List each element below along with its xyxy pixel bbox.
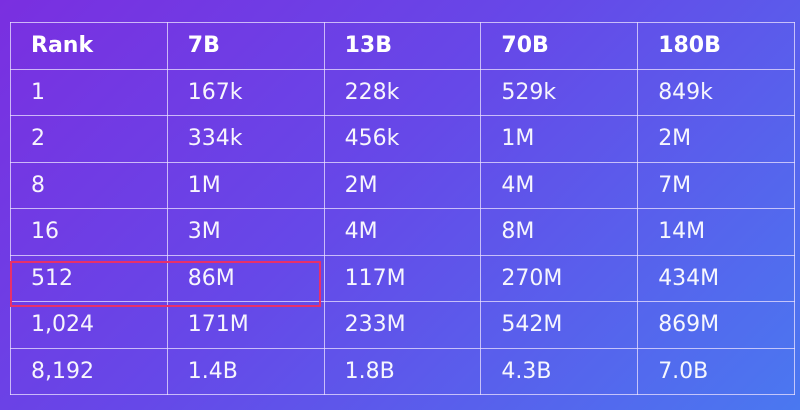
table-row: 16 3M 4M 8M 14M [10,208,795,256]
header-cell: 70B [480,22,639,70]
table-cell: 171M [166,301,325,349]
table-cell: 1,024 [10,301,168,349]
header-cell: Rank [10,22,168,70]
table-cell: 4.3B [480,347,639,395]
table-cell: 86M [166,254,325,302]
table-cell: 233M [323,301,482,349]
table-cell: 512 [10,254,168,302]
table-cell: 16 [10,208,168,256]
table-cell: 4M [480,161,639,209]
header-cell: 7B [166,22,325,70]
table-cell: 2M [323,161,482,209]
table-cell: 14M [637,208,795,256]
table-cell: 8,192 [10,347,168,395]
table-row: 1 167k 228k 529k 849k [10,68,795,116]
table-cell: 270M [480,254,639,302]
table-cell: 2M [637,115,795,163]
table-cell: 1M [166,161,325,209]
table-cell: 542M [480,301,639,349]
table-cell: 8M [480,208,639,256]
table-cell: 2 [10,115,168,163]
table-row: 1,024 171M 233M 542M 869M [10,301,795,349]
table-cell: 434M [637,254,795,302]
table-cell: 456k [323,115,482,163]
table-cell: 1M [480,115,639,163]
table-cell: 167k [166,68,325,116]
table-cell: 334k [166,115,325,163]
table-row: 8,192 1.4B 1.8B 4.3B 7.0B [10,347,795,395]
table-cell: 7M [637,161,795,209]
table-cell: 117M [323,254,482,302]
table-cell: 228k [323,68,482,116]
table-cell: 1.8B [323,347,482,395]
header-cell: 180B [637,22,795,70]
table-cell: 849k [637,68,795,116]
table-cell: 4M [323,208,482,256]
table-cell: 1 [10,68,168,116]
header-row: Rank 7B 13B 70B 180B [10,22,795,70]
table-cell: 3M [166,208,325,256]
table: Rank 7B 13B 70B 180B 1 167k 228k 529k 849k 2 334k 4… [10,22,795,395]
table-cell: 529k [480,68,639,116]
table-cell: 1.4B [166,347,325,395]
table-cell: 869M [637,301,795,349]
table-cell: 8 [10,161,168,209]
table-row: 512 86M 117M 270M 434M [10,254,795,302]
header-cell: 13B [323,22,482,70]
table-row: 2 334k 456k 1M 2M [10,115,795,163]
table-row: 8 1M 2M 4M 7M [10,161,795,209]
table-cell: 7.0B [637,347,795,395]
